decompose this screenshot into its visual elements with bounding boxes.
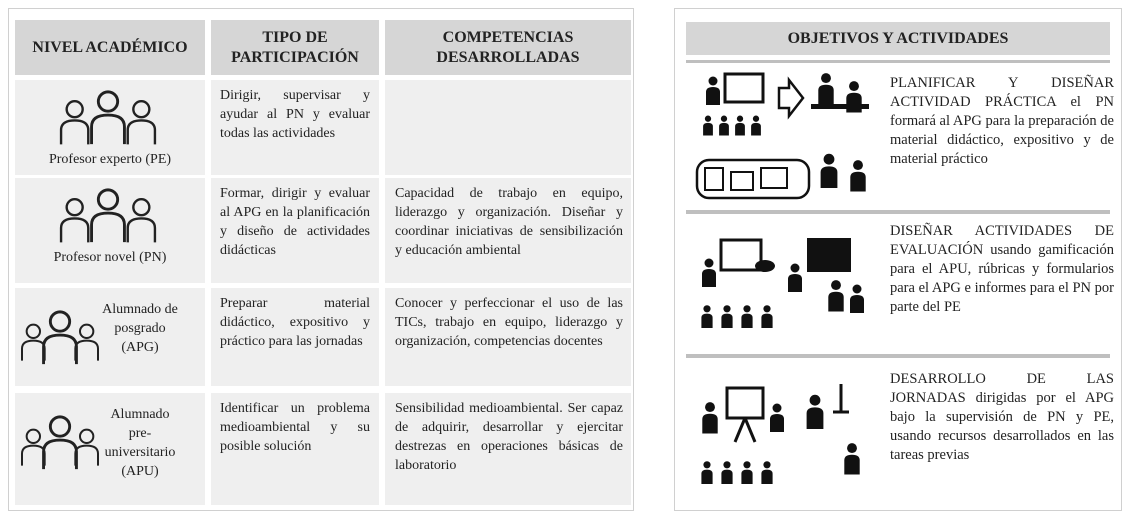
table-frame <box>8 8 634 511</box>
activity-text: DESARROLLO DE LAS JORNADAS dirigidas por… <box>890 371 1114 463</box>
competencies-text: Conocer y perfeccionar el uso de las TIC… <box>395 296 623 349</box>
header: NIVEL ACADÉMICO <box>32 38 188 56</box>
title: OBJETIVOS Y ACTIVIDADES <box>787 29 1009 47</box>
header-cell: TIPO DE PARTICIPACIÓN <box>211 20 379 75</box>
level-label: Alumnado pre-universitario (APU) <box>104 407 176 479</box>
evaluation-illustration <box>701 238 864 328</box>
table-cell <box>385 178 631 283</box>
separator <box>686 60 1110 63</box>
competencies-text: Capacidad de trabajo en equipo, liderazg… <box>395 186 623 258</box>
panel-frame <box>674 8 1122 511</box>
table-cell <box>211 178 379 283</box>
separator <box>686 210 1110 214</box>
table-cell <box>385 393 631 505</box>
people-icon <box>59 90 157 146</box>
level-label: Alumnado de posgrado (APG) <box>102 302 178 355</box>
participation-text: Dirigir, supervisar y ayudar al PN y eva… <box>220 88 370 141</box>
competencies-text: Sensibilidad medioambiental. Ser capaz d… <box>395 401 623 473</box>
participation-text: Formar, dirigir y evaluar al APG en la p… <box>220 186 370 258</box>
planning-illustration <box>695 72 869 200</box>
participation-text: Identificar un problema medioambiental y… <box>220 401 370 454</box>
activity-text: PLANIFICAR Y DISEÑAR ACTIVIDAD PRÁCTICA … <box>890 75 1114 167</box>
table-cell <box>211 393 379 505</box>
table-cell <box>211 288 379 386</box>
people-icon <box>59 188 157 244</box>
table-cell <box>385 288 631 386</box>
separator <box>686 354 1110 358</box>
table-cell <box>15 80 205 175</box>
header: TIPO DE PARTICIPACIÓN <box>231 28 359 66</box>
table-cell <box>15 393 205 505</box>
panel-title: OBJETIVOS Y ACTIVIDADES <box>686 22 1110 55</box>
header: COMPETENCIAS DESARROLLADAS <box>436 28 580 66</box>
header-cell: NIVEL ACADÉMICO <box>15 20 205 75</box>
development-illustration <box>701 384 860 484</box>
header-cell: COMPETENCIAS DESARROLLADAS <box>385 20 631 75</box>
people-icon <box>20 310 100 366</box>
table-cell <box>15 178 205 283</box>
table-cell <box>211 80 379 175</box>
table-cell <box>385 80 631 175</box>
level-label: Profesor experto (PE) <box>48 152 172 167</box>
participation-text: Preparar material didáctico, expositivo … <box>220 296 370 349</box>
activity-text: DISEÑAR ACTIVIDADES DE EVALUACIÓN usando… <box>890 223 1114 315</box>
level-label: Profesor novel (PN) <box>53 250 167 265</box>
people-icon <box>20 415 100 471</box>
